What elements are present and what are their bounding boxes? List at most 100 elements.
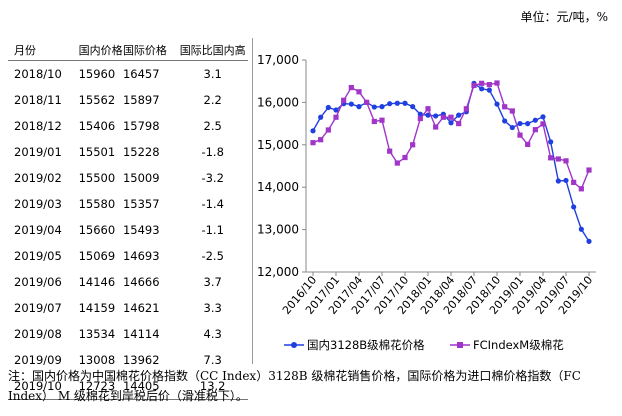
domestic-point (525, 121, 531, 127)
domestic-point (578, 226, 584, 232)
legend-label-domestic: 国内3128B级棉花价格 (307, 338, 425, 352)
cell-diff: -2.5 (201, 249, 224, 263)
cell-month: 2019/04 (14, 223, 62, 237)
divider (252, 38, 253, 364)
cell-month: 2018/11 (14, 93, 62, 107)
fc-index-point (379, 117, 385, 123)
cell-diff: -1.4 (201, 197, 224, 211)
cell-diff: -1.8 (201, 145, 224, 159)
cell-international: 15897 (122, 93, 160, 107)
cell-domestic: 15500 (78, 171, 116, 185)
fc-index-point (463, 106, 469, 112)
domestic-point (371, 104, 377, 110)
cell-international: 15009 (122, 171, 160, 185)
fc-index-point (509, 108, 515, 114)
domestic-point (571, 204, 577, 210)
domestic-point (548, 139, 554, 145)
cell-domestic: 15960 (78, 67, 116, 81)
domestic-point (402, 100, 408, 106)
y-tick-label: 16,000 (257, 95, 299, 109)
header-month: 月份 (14, 44, 36, 57)
fc-index-point (586, 167, 592, 173)
fc-index-point (310, 140, 316, 146)
fc-index-point (479, 80, 485, 86)
legend-label-fc: FCIndexM级棉花 (473, 338, 564, 352)
fc-index-point (425, 106, 431, 112)
fc-index-point (494, 80, 500, 86)
cell-international: 14114 (122, 327, 160, 341)
cell-month: 2019/10 (14, 379, 62, 393)
unit-label: 单位：元/吨，% (520, 10, 608, 24)
table-row: 2019/07 14159 14621 3.3 (8, 295, 248, 321)
domestic-point (348, 101, 354, 107)
cell-diff: 3.3 (203, 301, 222, 315)
fc-index-point (525, 141, 531, 148)
domestic-point (325, 104, 331, 111)
header-international: 国际价格 (122, 44, 167, 57)
fc-index-point (456, 121, 462, 127)
cell-diff: 2.2 (203, 93, 222, 107)
cell-month: 2019/05 (14, 249, 62, 263)
cell-domestic: 14146 (78, 275, 116, 289)
domestic-point (456, 112, 462, 118)
domestic-point (356, 104, 362, 110)
domestic-point (394, 100, 400, 106)
cell-international: 15493 (122, 223, 160, 237)
cell-month: 2018/10 (14, 67, 62, 81)
domestic-point (379, 104, 385, 110)
cell-international: 13962 (122, 353, 160, 367)
fc-index-point (417, 115, 423, 122)
domestic-point (486, 87, 492, 93)
domestic-point (479, 86, 485, 92)
fc-index-point (571, 179, 577, 185)
cell-domestic: 15562 (78, 93, 116, 107)
cell-international: 15357 (122, 197, 160, 211)
y-tick-label: 12,000 (257, 265, 299, 279)
cell-domestic: 13534 (78, 327, 116, 341)
fc-index-point (555, 156, 561, 162)
domestic-point (425, 112, 431, 118)
table-row: 2019/08 13534 14114 4.3 (8, 321, 248, 347)
cell-domestic: 15580 (78, 197, 116, 211)
fc-index-point (348, 84, 354, 91)
y-tick-label: 14,000 (257, 180, 299, 194)
table-row: 2019/02 15500 15009 -3.2 (8, 165, 248, 191)
cell-domestic: 13008 (78, 353, 116, 367)
cell-month: 2019/02 (14, 171, 62, 185)
cell-month: 2018/12 (14, 119, 62, 133)
table-row: 2019/01 15501 15228 -1.8 (8, 139, 248, 165)
table-row: 2019/03 15580 15357 -1.4 (8, 191, 248, 217)
fc-index-point (333, 114, 339, 120)
cell-international: 14666 (122, 275, 160, 289)
cell-month: 2019/07 (14, 301, 62, 315)
domestic-point (448, 120, 454, 126)
cell-domestic: 15660 (78, 223, 116, 237)
legend-marker-domestic (291, 342, 297, 348)
table-row: 2018/11 15562 15897 2.2 (8, 87, 248, 113)
price-chart: 12,00013,00014,00015,00016,00017,0002016… (257, 53, 596, 352)
y-tick-label: 15,000 (257, 138, 299, 152)
table-row: 2019/09 13008 13962 7.3 (8, 347, 248, 373)
cell-diff: 4.3 (203, 327, 222, 341)
domestic-point (532, 117, 538, 123)
cell-international: 15228 (122, 145, 160, 159)
fc-index-point (548, 155, 554, 161)
cell-international: 14621 (122, 301, 160, 315)
fc-index-line (312, 82, 590, 190)
fc-index-point (371, 118, 377, 125)
y-tick-label: 17,000 (257, 53, 299, 67)
cell-diff: -3.2 (201, 171, 224, 185)
fc-index-point (532, 127, 538, 133)
fc-index-point (356, 89, 362, 95)
fc-index-point (486, 81, 492, 88)
fc-index-point (387, 148, 393, 154)
table-header-row: 月份 国内价格 国际价格 国际比国内高 (8, 40, 248, 61)
header-domestic: 国内价格 (78, 44, 123, 57)
legend-marker-fc (457, 342, 463, 348)
fc-index-point (578, 186, 584, 192)
cell-domestic: 15069 (78, 249, 116, 263)
cell-diff: 7.3 (203, 353, 222, 367)
cell-month: 2019/03 (14, 197, 62, 211)
cell-domestic: 12723 (78, 379, 116, 393)
fc-index-point (540, 121, 546, 127)
